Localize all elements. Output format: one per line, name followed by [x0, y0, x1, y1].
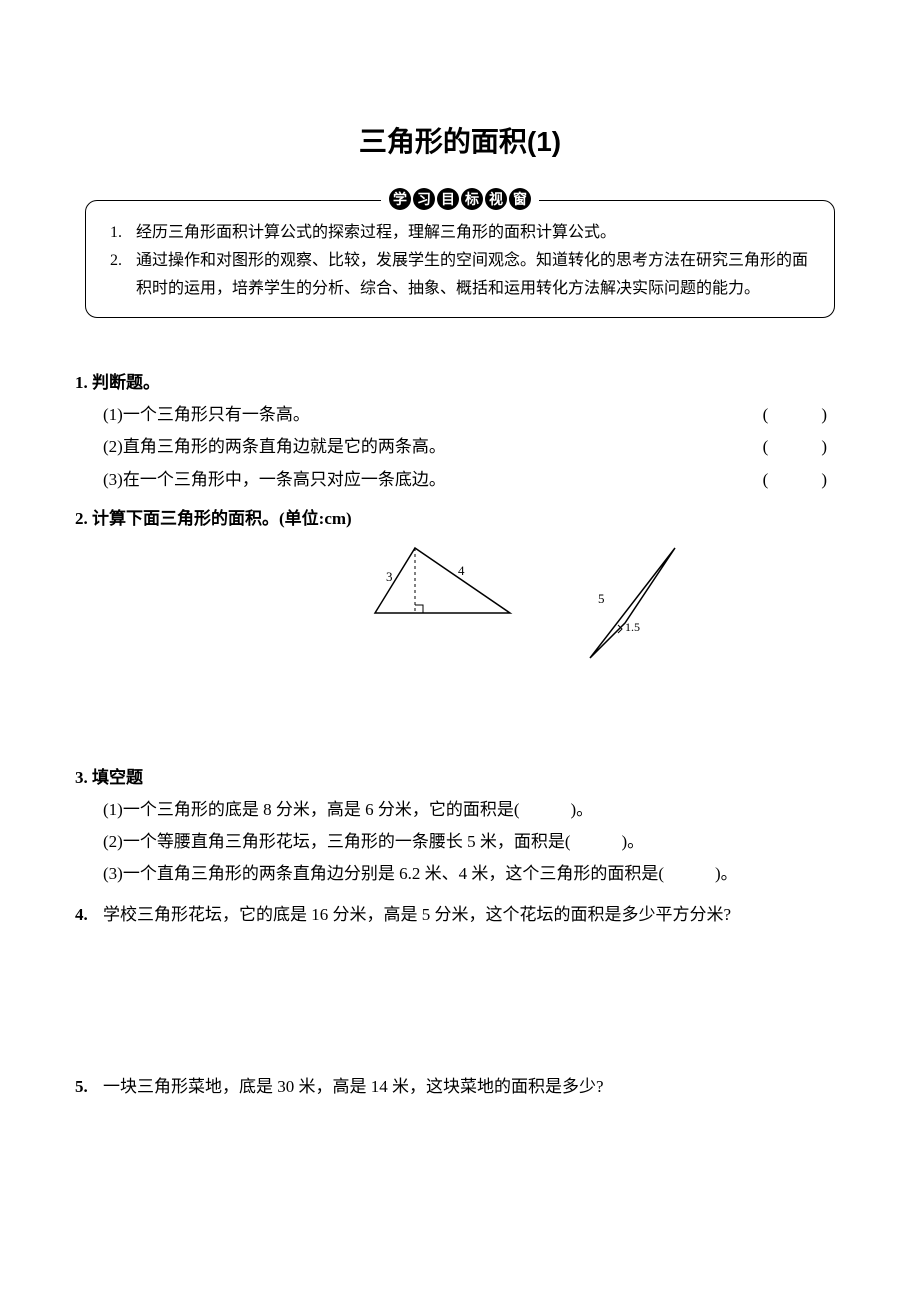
objective-item: 2. 通过操作和对图形的观察、比较，发展学生的空间观念。知道转化的思考方法在研究…	[110, 247, 810, 303]
objectives-box: 学 习 目 标 视 窗 1. 经历三角形面积计算公式的探索过程，理解三角形的面积…	[85, 200, 835, 318]
question-2: 2. 计算下面三角形的面积。(单位:cm) 3 4 5 1.5	[75, 504, 845, 663]
question-number: 5.	[75, 1071, 103, 1103]
answer-paren: ( )	[763, 431, 845, 463]
question-3: 3. 填空题 (1)一个三角形的底是 8 分米，高是 6 分米，它的面积是( )…	[75, 763, 845, 891]
question-text: 学校三角形花坛，它的底是 16 分米，高是 5 分米，这个花坛的面积是多少平方分…	[103, 899, 731, 931]
question-4: 4. 学校三角形花坛，它的底是 16 分米，高是 5 分米，这个花坛的面积是多少…	[75, 899, 845, 931]
question-header: 1. 判断题。	[75, 368, 845, 393]
question-header: 2. 计算下面三角形的面积。(单位:cm)	[75, 504, 845, 529]
page-title: 三角形的面积(1)	[75, 120, 845, 160]
tri2-label-inner: 1.5	[625, 620, 640, 634]
tri1-label-left: 3	[386, 569, 393, 584]
question-text: 一块三角形菜地，底是 30 米，高是 14 米，这块菜地的面积是多少?	[103, 1071, 604, 1103]
triangle-1: 3 4	[370, 543, 520, 618]
label-char: 目	[437, 188, 459, 210]
triangle-2: 5 1.5	[580, 543, 690, 663]
objective-number: 2.	[110, 247, 136, 303]
objective-text: 经历三角形面积计算公式的探索过程，理解三角形的面积计算公式。	[136, 219, 810, 247]
question-5: 5. 一块三角形菜地，底是 30 米，高是 14 米，这块菜地的面积是多少?	[75, 1071, 845, 1103]
q1-item: (1)一个三角形只有一条高。 ( )	[75, 399, 845, 431]
objective-item: 1. 经历三角形面积计算公式的探索过程，理解三角形的面积计算公式。	[110, 219, 810, 247]
question-number: 4.	[75, 899, 103, 931]
label-char: 学	[389, 188, 411, 210]
question-header: 3. 填空题	[75, 763, 845, 788]
q1-item-text: (2)直角三角形的两条直角边就是它的两条高。	[103, 431, 743, 463]
q3-item: (1)一个三角形的底是 8 分米，高是 6 分米，它的面积是( )。	[75, 794, 845, 826]
label-char: 习	[413, 188, 435, 210]
q1-item-text: (3)在一个三角形中，一条高只对应一条底边。	[103, 464, 743, 496]
q1-item: (2)直角三角形的两条直角边就是它的两条高。 ( )	[75, 431, 845, 463]
question-1: 1. 判断题。 (1)一个三角形只有一条高。 ( ) (2)直角三角形的两条直角…	[75, 368, 845, 496]
objective-text: 通过操作和对图形的观察、比较，发展学生的空间观念。知道转化的思考方法在研究三角形…	[136, 247, 810, 303]
label-char: 窗	[509, 188, 531, 210]
answer-paren: ( )	[763, 399, 845, 431]
answer-paren: ( )	[763, 464, 845, 496]
objective-number: 1.	[110, 219, 136, 247]
label-char: 视	[485, 188, 507, 210]
objectives-label: 学 习 目 标 视 窗	[381, 188, 539, 210]
q1-item: (3)在一个三角形中，一条高只对应一条底边。 ( )	[75, 464, 845, 496]
tri1-label-right: 4	[458, 563, 465, 578]
objectives-list: 1. 经历三角形面积计算公式的探索过程，理解三角形的面积计算公式。 2. 通过操…	[110, 219, 810, 303]
q3-item: (2)一个等腰直角三角形花坛，三角形的一条腰长 5 米，面积是( )。	[75, 826, 845, 858]
q3-item: (3)一个直角三角形的两条直角边分别是 6.2 米、4 米，这个三角形的面积是(…	[75, 858, 845, 890]
q1-item-text: (1)一个三角形只有一条高。	[103, 399, 743, 431]
tri2-label-left: 5	[598, 591, 605, 606]
triangles-container: 3 4 5 1.5	[75, 543, 845, 663]
label-char: 标	[461, 188, 483, 210]
